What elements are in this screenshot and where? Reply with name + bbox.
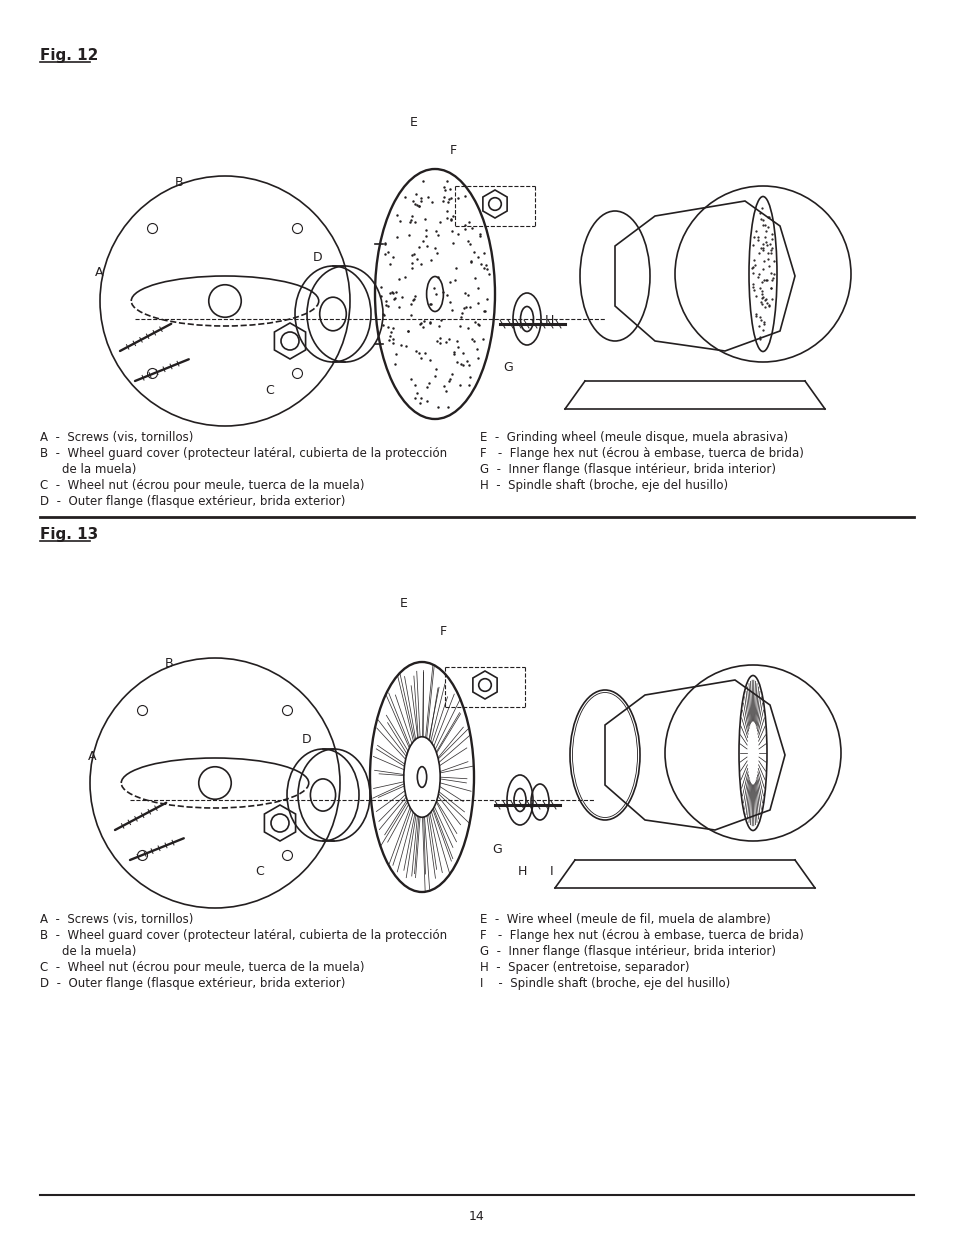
Text: B: B xyxy=(165,657,173,671)
Text: F: F xyxy=(439,625,447,638)
Text: F   -  Flange hex nut (écrou à embase, tuerca de brida): F - Flange hex nut (écrou à embase, tuer… xyxy=(479,447,803,459)
Text: A  -  Screws (vis, tornillos): A - Screws (vis, tornillos) xyxy=(40,913,193,926)
Text: A  -  Screws (vis, tornillos): A - Screws (vis, tornillos) xyxy=(40,431,193,445)
Text: D  -  Outer flange (flasque extérieur, brida exterior): D - Outer flange (flasque extérieur, bri… xyxy=(40,977,345,990)
Text: F: F xyxy=(450,144,456,157)
Text: E: E xyxy=(399,597,408,610)
Text: F   -  Flange hex nut (écrou à embase, tuerca de brida): F - Flange hex nut (écrou à embase, tuer… xyxy=(479,929,803,942)
Text: G: G xyxy=(492,844,501,856)
Ellipse shape xyxy=(426,277,443,311)
Text: H  -  Spindle shaft (broche, eje del husillo): H - Spindle shaft (broche, eje del husil… xyxy=(479,479,727,492)
Text: H: H xyxy=(517,864,527,878)
Text: B  -  Wheel guard cover (protecteur latéral, cubierta de la protección: B - Wheel guard cover (protecteur latéra… xyxy=(40,447,447,459)
Text: D: D xyxy=(302,734,312,746)
Text: D: D xyxy=(313,251,322,264)
Text: C: C xyxy=(254,864,263,878)
Text: G  -  Inner flange (flasque intérieur, brida interior): G - Inner flange (flasque intérieur, bri… xyxy=(479,945,775,958)
Text: C: C xyxy=(265,384,274,396)
Text: de la muela): de la muela) xyxy=(62,463,136,475)
Text: H  -  Spacer (entretoise, separador): H - Spacer (entretoise, separador) xyxy=(479,961,689,974)
Text: E: E xyxy=(410,116,417,128)
Text: G  -  Inner flange (flasque intérieur, brida interior): G - Inner flange (flasque intérieur, bri… xyxy=(479,463,775,475)
Text: E  -  Grinding wheel (meule disque, muela abrasiva): E - Grinding wheel (meule disque, muela … xyxy=(479,431,787,445)
Text: G: G xyxy=(502,361,512,374)
Text: I    -  Spindle shaft (broche, eje del husillo): I - Spindle shaft (broche, eje del husil… xyxy=(479,977,729,990)
Text: E  -  Wire wheel (meule de fil, muela de alambre): E - Wire wheel (meule de fil, muela de a… xyxy=(479,913,770,926)
Text: C  -  Wheel nut (écrou pour meule, tuerca de la muela): C - Wheel nut (écrou pour meule, tuerca … xyxy=(40,961,364,974)
Text: Fig. 12: Fig. 12 xyxy=(40,48,98,63)
Text: H: H xyxy=(544,314,554,327)
Text: D  -  Outer flange (flasque extérieur, brida exterior): D - Outer flange (flasque extérieur, bri… xyxy=(40,495,345,508)
Text: de la muela): de la muela) xyxy=(62,945,136,958)
Text: B: B xyxy=(174,177,183,189)
Text: 14: 14 xyxy=(469,1210,484,1223)
Text: A: A xyxy=(95,266,103,279)
Text: Fig. 13: Fig. 13 xyxy=(40,527,98,542)
Text: I: I xyxy=(550,864,553,878)
Text: B  -  Wheel guard cover (protecteur latéral, cubierta de la protección: B - Wheel guard cover (protecteur latéra… xyxy=(40,929,447,942)
Ellipse shape xyxy=(403,737,439,818)
Text: C  -  Wheel nut (écrou pour meule, tuerca de la muela): C - Wheel nut (écrou pour meule, tuerca … xyxy=(40,479,364,492)
Text: A: A xyxy=(88,750,96,763)
